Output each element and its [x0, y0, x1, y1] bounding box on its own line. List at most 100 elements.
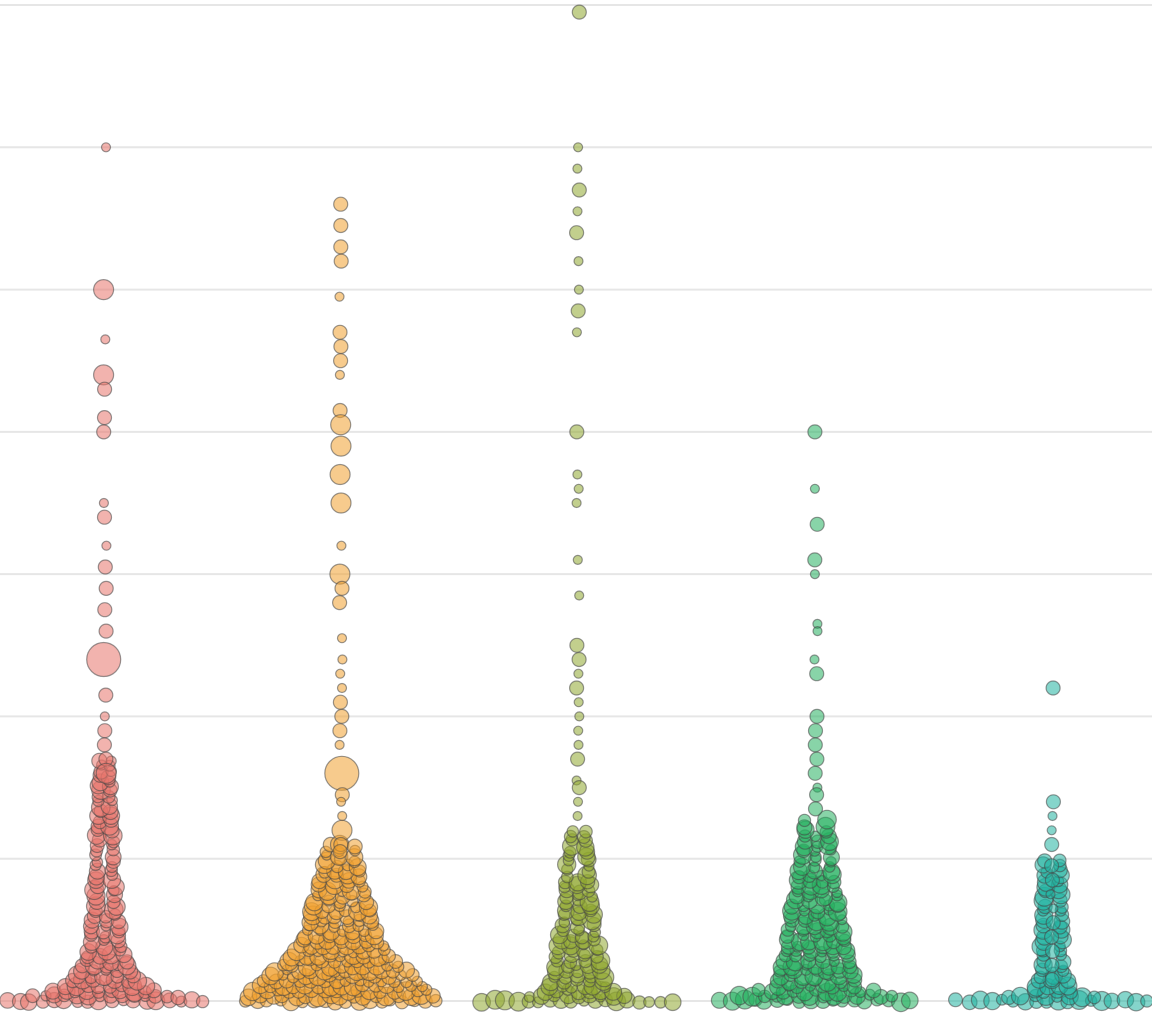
swarm-point — [797, 813, 812, 828]
outlier-point — [572, 206, 583, 217]
outlier-point — [809, 516, 825, 532]
outlier-point — [807, 801, 824, 817]
outlier-point — [572, 554, 583, 566]
outlier-point — [572, 469, 583, 480]
outlier-point — [101, 540, 112, 551]
outlier-point — [334, 580, 350, 597]
outlier-point — [1045, 889, 1056, 900]
outlier-point — [330, 414, 352, 436]
outlier-point — [568, 225, 585, 241]
outlier-point — [572, 810, 583, 822]
series-s1 — [0, 142, 210, 1011]
outlier-point — [336, 633, 348, 644]
outlier-point — [573, 284, 585, 295]
outlier-point — [329, 463, 351, 486]
series-s3 — [472, 4, 682, 1012]
outlier-point — [807, 737, 823, 753]
swarm-point — [1087, 990, 1102, 1005]
outlier-point — [336, 540, 347, 551]
outlier-point — [571, 779, 587, 796]
outlier-point — [333, 253, 349, 269]
outlier-point — [1045, 794, 1062, 810]
outlier-point — [812, 625, 823, 637]
outlier-point — [330, 435, 352, 457]
outlier-point — [1043, 929, 1060, 945]
outlier-point — [330, 492, 352, 514]
swarm-point — [947, 992, 963, 1008]
outlier-point — [98, 497, 110, 509]
outlier-point — [332, 694, 348, 710]
outlier-point — [572, 796, 584, 807]
outlier-point — [571, 327, 583, 338]
outlier-point — [337, 654, 348, 665]
outlier-point — [98, 580, 114, 597]
series-s4 — [710, 424, 919, 1013]
outlier-point — [570, 303, 586, 319]
outlier-point — [333, 338, 349, 355]
outlier-point — [569, 637, 585, 653]
outlier-point — [571, 497, 582, 509]
outlier-point — [571, 4, 587, 20]
outlier-point — [336, 682, 348, 694]
outlier-point — [809, 751, 825, 767]
outlier-point — [97, 602, 113, 618]
swarm-point — [195, 994, 210, 1009]
outlier-point — [97, 559, 113, 575]
outlier-point — [1044, 957, 1060, 974]
outlier-point — [573, 697, 584, 708]
swarm-point — [663, 993, 682, 1012]
outlier-point — [333, 196, 349, 212]
outlier-point — [333, 353, 349, 369]
outlier-point — [1044, 872, 1061, 888]
outlier-point — [332, 723, 348, 739]
outlier-point — [574, 711, 585, 722]
swarm-point — [885, 989, 899, 1003]
swarm-point — [579, 824, 593, 839]
outlier-point — [337, 810, 348, 822]
outlier-point — [572, 163, 583, 174]
outlier-point — [573, 256, 584, 267]
outlier-point — [574, 590, 585, 601]
outlier-point — [96, 410, 113, 426]
outlier-point — [568, 680, 585, 696]
outlier-point — [98, 623, 114, 639]
outlier-point — [332, 594, 348, 611]
series-s2 — [238, 196, 443, 1012]
outlier-point — [324, 755, 360, 791]
outlier-point — [573, 483, 584, 494]
outlier-point — [97, 723, 113, 739]
outlier-point — [569, 751, 586, 767]
outlier-point — [95, 762, 117, 784]
outlier-point — [1044, 972, 1060, 988]
outlier-point — [333, 239, 349, 255]
outlier-point — [99, 711, 110, 722]
outlier-point — [573, 739, 584, 751]
outlier-point — [573, 668, 584, 679]
outlier-point — [809, 666, 825, 682]
outlier-point — [335, 668, 346, 679]
outlier-point — [1045, 680, 1061, 696]
outlier-point — [86, 641, 122, 678]
outlier-point — [98, 687, 114, 703]
swarm-point — [865, 982, 882, 999]
outlier-point — [571, 182, 587, 198]
outlier-point — [808, 787, 825, 803]
outlier-point — [334, 369, 345, 380]
outlier-point — [1045, 915, 1061, 931]
outlier-point — [92, 279, 115, 301]
swarm-series — [0, 4, 1152, 1013]
outlier-point — [809, 483, 821, 494]
swarm-point — [751, 982, 766, 998]
outlier-point — [96, 381, 113, 397]
outlier-point — [809, 708, 825, 725]
outlier-point — [572, 142, 584, 153]
outlier-point — [100, 334, 111, 345]
outlier-point — [332, 324, 348, 340]
swarm-point — [1010, 986, 1030, 1006]
outlier-point — [1047, 810, 1058, 822]
swarm-point — [25, 988, 41, 1004]
swarm-point — [643, 995, 656, 1008]
outlier-point — [807, 552, 823, 568]
outlier-point — [334, 708, 350, 725]
outlier-point — [100, 142, 112, 153]
